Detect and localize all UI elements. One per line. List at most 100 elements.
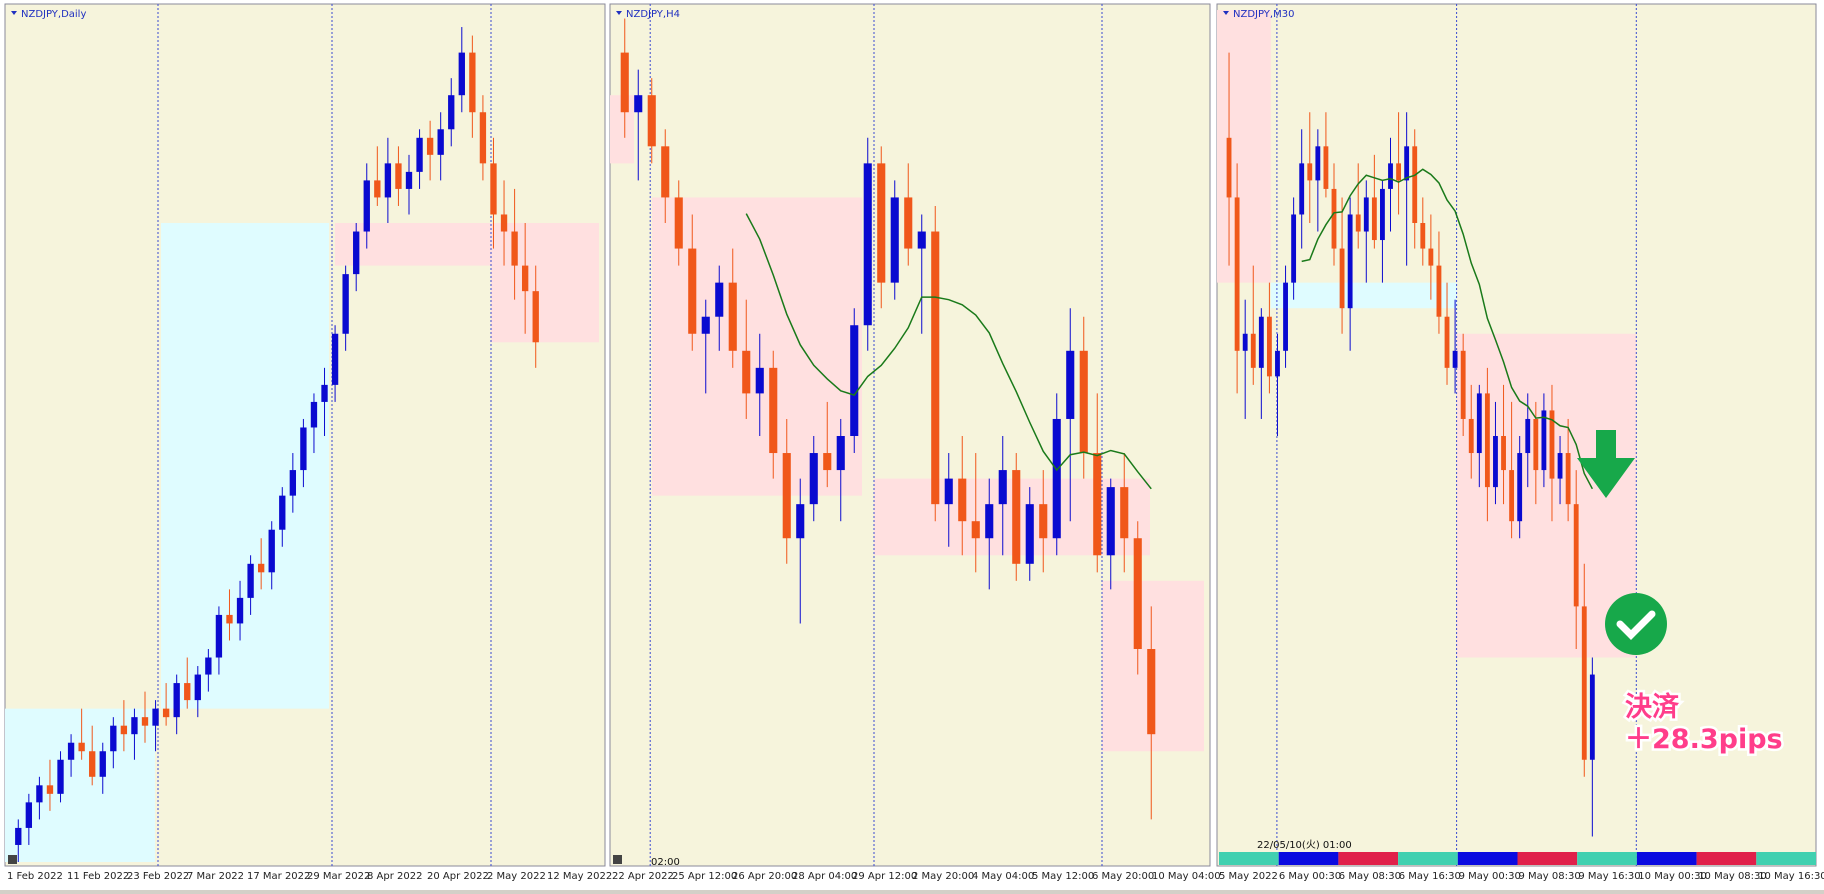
candle-body [1557, 453, 1563, 479]
candle-body [998, 470, 1007, 505]
panel-title: NZDJPY,H4 [626, 9, 680, 20]
date-label: 2 May 20:00 [912, 871, 974, 882]
date-label: 2 May 2022 [487, 871, 546, 882]
candle-body [1250, 333, 1256, 368]
annotation-pips: ＋28.3pips [1625, 724, 1783, 755]
candle-body [917, 231, 926, 249]
date-label: 12 May 2022 [547, 871, 612, 882]
candle-body [342, 274, 349, 334]
date-label: 4 May 04:00 [972, 871, 1034, 882]
candle-body [1371, 197, 1377, 241]
panel-title: NZDJPY,Daily [21, 9, 86, 20]
session-bar [1338, 852, 1399, 865]
candle-body [1066, 350, 1075, 419]
candle-body [1460, 350, 1466, 419]
candle-body [289, 470, 297, 496]
date-label: 10 May 00:30 [1638, 871, 1707, 882]
candle-body [1525, 418, 1531, 454]
candle-body [1573, 504, 1579, 607]
candle-body [395, 163, 402, 189]
date-label: 22 Apr 2022 [612, 871, 674, 882]
candle-body [1079, 350, 1088, 454]
candle-body [1347, 214, 1353, 309]
candle-body [15, 827, 22, 845]
date-label: 17 Mar 2022 [247, 871, 310, 882]
candle-body [67, 742, 75, 760]
candle-body [1120, 487, 1129, 539]
candle-body [863, 163, 872, 326]
candle-body [384, 163, 392, 198]
candle-body [1299, 163, 1305, 215]
panel-icon [613, 855, 622, 864]
candle-body [1404, 146, 1410, 181]
candle-body [511, 231, 518, 266]
candle-body [194, 674, 201, 701]
candle-body [226, 614, 233, 624]
candle-body [1388, 163, 1393, 189]
moving-average [745, 213, 1152, 490]
candle-body [78, 742, 85, 752]
candle-body [1436, 265, 1442, 317]
candle-body [257, 563, 265, 573]
candle-body [688, 248, 697, 334]
candle-body [971, 521, 980, 539]
candle-body [321, 384, 328, 402]
candle-body [184, 683, 191, 701]
candle-body [1307, 163, 1313, 181]
candle-body [247, 563, 254, 598]
date-label: 1 Feb 2022 [7, 871, 63, 882]
candle-body [1147, 649, 1156, 735]
candle-body [958, 478, 967, 522]
candle-body [1283, 282, 1288, 351]
candle-body [701, 316, 710, 334]
candle-body [823, 453, 832, 471]
zone [5, 708, 155, 862]
candle-body [1452, 350, 1458, 368]
candle-body [110, 725, 117, 752]
check-mark [1616, 610, 1656, 640]
session-bar [1457, 852, 1518, 865]
candle-body [99, 751, 106, 777]
candle-body [796, 504, 805, 539]
candle-body [1412, 146, 1418, 223]
candle-body [728, 282, 737, 351]
candle-body [1226, 137, 1232, 198]
candle-body [985, 504, 994, 539]
date-label: 10 May 08:30 [1698, 871, 1767, 882]
sell-arrow [1577, 430, 1635, 498]
candle-body [152, 708, 159, 726]
candle-body [416, 137, 423, 172]
candle-body [769, 367, 778, 454]
candle-body [205, 657, 212, 675]
candle-body [1476, 393, 1482, 454]
candle-body [1258, 316, 1264, 368]
candle-body [36, 785, 43, 803]
candle-body [120, 725, 128, 735]
candle-body [1501, 436, 1506, 471]
candle-body [131, 717, 138, 735]
date-label: 11 Feb 2022 [67, 871, 129, 882]
candle-body [300, 427, 307, 471]
session-bar [1219, 852, 1279, 865]
date-label: 7 Mar 2022 [187, 871, 244, 882]
candle-body [521, 265, 529, 292]
candle-body [904, 197, 913, 249]
candle-body [877, 163, 886, 283]
candle-body [1468, 418, 1474, 454]
date-label: 28 Apr 04:00 [792, 871, 857, 882]
candle-body [1012, 470, 1021, 564]
check-badge [1605, 593, 1667, 655]
session-bar [1756, 852, 1816, 865]
date-label: 6 May 20:00 [1092, 871, 1154, 882]
candle-body [479, 112, 487, 164]
candle-body [310, 401, 318, 428]
zone [652, 197, 862, 496]
date-label: 6 May 00:30 [1279, 871, 1341, 882]
candle-body [890, 197, 899, 283]
candle-body [141, 717, 149, 726]
candle-body [1355, 214, 1361, 232]
candle-body [742, 350, 751, 394]
candle-body [931, 231, 940, 505]
candle-body [1025, 504, 1034, 564]
